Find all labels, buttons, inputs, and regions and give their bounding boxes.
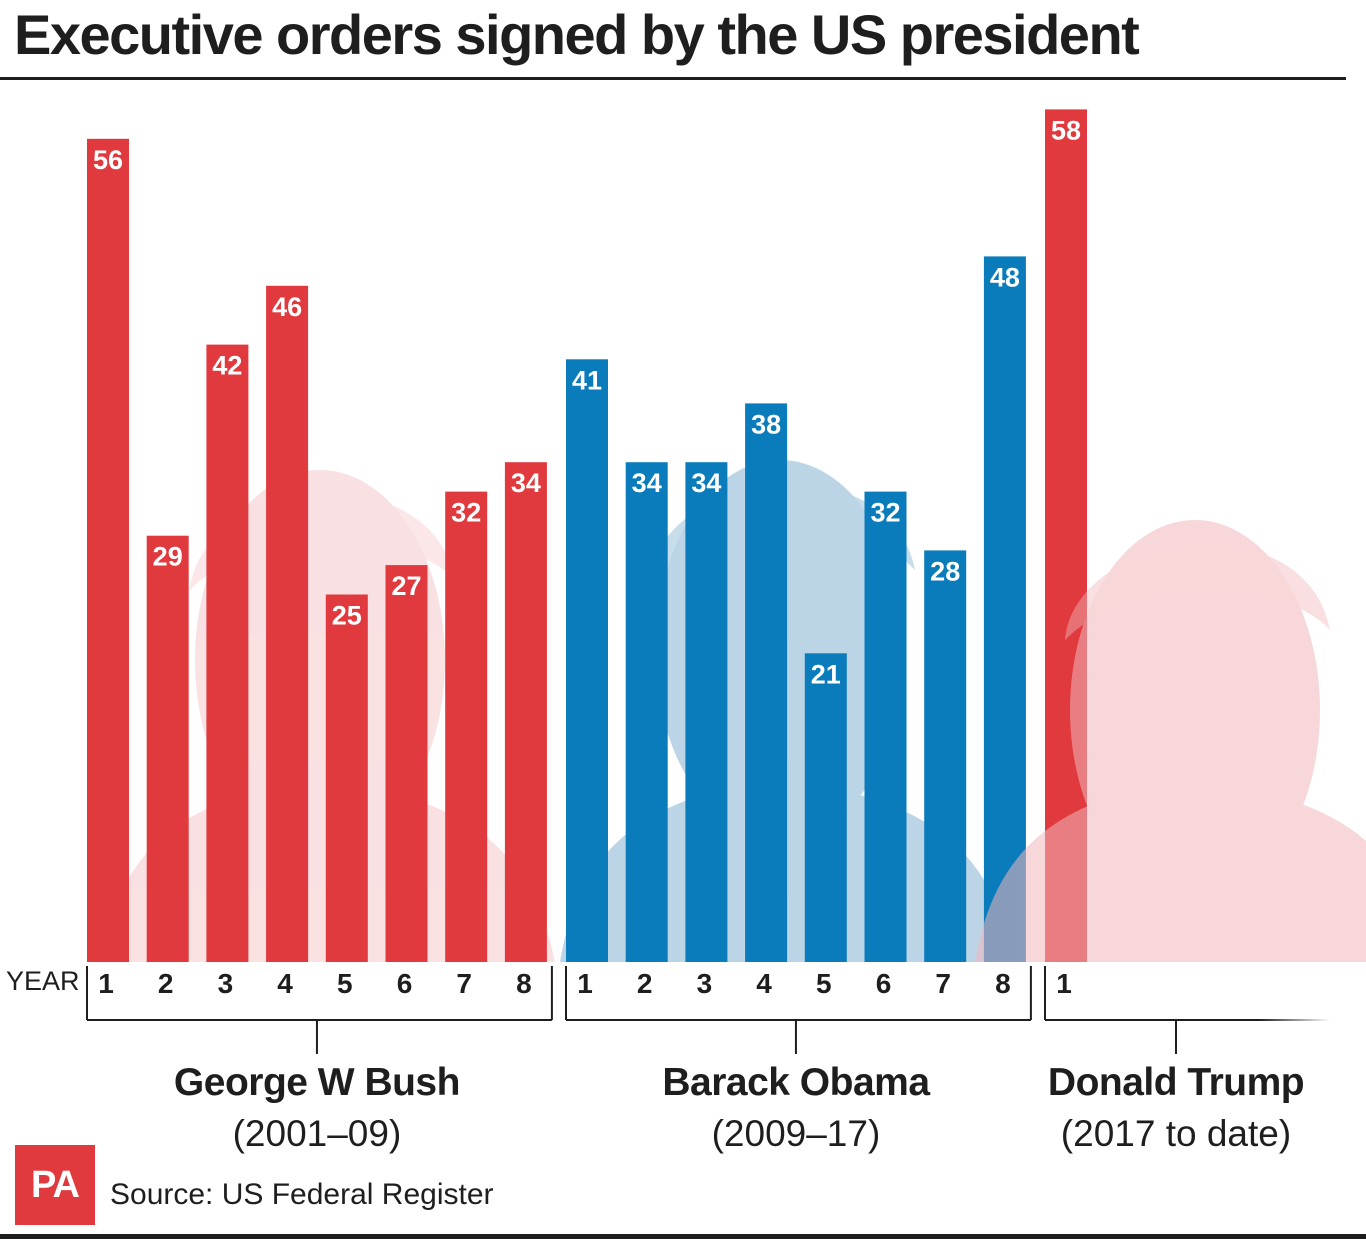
bracket <box>1044 966 1330 1054</box>
bracket-line <box>1045 1019 1330 1021</box>
bar <box>566 359 608 962</box>
chart-title: Executive orders signed by the US presid… <box>14 3 1140 66</box>
bar <box>983 256 1026 962</box>
year-tick-label: 6 <box>397 968 413 999</box>
bracket <box>565 966 1032 1054</box>
bar-value-label: 27 <box>391 571 421 601</box>
bar <box>146 535 189 962</box>
year-tick-label: 5 <box>337 968 353 999</box>
bar-value-label: 32 <box>451 498 481 528</box>
bar-value-label: 42 <box>212 351 242 381</box>
bar <box>206 344 249 963</box>
bar-value-label: 34 <box>691 468 721 498</box>
bush-portrait-hair <box>190 494 455 590</box>
year-tick-label: 7 <box>935 968 951 999</box>
trump-portrait-hair <box>1065 544 1330 640</box>
year-tick-label: 6 <box>876 968 892 999</box>
bar <box>864 491 907 962</box>
bar-value-label: 25 <box>332 601 362 631</box>
bar-value-label: 34 <box>632 468 662 498</box>
president-name: George W Bush <box>174 1061 460 1104</box>
bar <box>685 462 728 962</box>
president-name: Barack Obama <box>662 1061 930 1104</box>
bar-value-label: 56 <box>93 145 123 175</box>
footer-rule <box>0 1234 1366 1239</box>
bar <box>325 594 368 962</box>
year-tick-label: 4 <box>277 968 293 999</box>
year-tick-label: 7 <box>456 968 472 999</box>
bar <box>445 491 488 962</box>
source-note: Source: US Federal Register <box>110 1178 494 1211</box>
year-tick-label: 8 <box>995 968 1011 999</box>
year-tick-label: 2 <box>158 968 174 999</box>
bar-value-label: 38 <box>751 409 781 439</box>
bar-value-label: 58 <box>1051 115 1081 145</box>
brackets-layer <box>86 966 1330 1054</box>
bush-portrait-head <box>195 470 445 850</box>
president-labels-layer: George W Bush (2001–09) Barack Obama (2009–… <box>174 1061 1305 1154</box>
bracket <box>86 966 553 1054</box>
bar <box>804 653 847 962</box>
bar-value-label: 32 <box>870 498 900 528</box>
bar <box>924 550 967 962</box>
bar-value-label: 28 <box>930 556 960 586</box>
pa-logo: PA <box>15 1145 95 1225</box>
bar-value-label: 48 <box>990 262 1020 292</box>
bar <box>266 285 309 962</box>
year-tick-label: 3 <box>697 968 713 999</box>
bar <box>504 462 547 962</box>
president-term: (2001–09) <box>233 1113 402 1154</box>
trump-portrait-head <box>1070 520 1320 900</box>
year-tick-label: 4 <box>756 968 772 999</box>
president-name: Donald Trump <box>1048 1061 1304 1104</box>
bars-layer <box>87 109 1087 963</box>
bar <box>385 565 428 962</box>
president-term: (2009–17) <box>712 1113 881 1154</box>
bar <box>87 138 129 963</box>
bar-value-label: 34 <box>511 468 541 498</box>
year-tick-label: 1 <box>577 968 593 999</box>
bar <box>625 462 668 962</box>
year-tick-label: 2 <box>637 968 653 999</box>
year-tick-label: 1 <box>1056 968 1072 999</box>
bar-value-label: 29 <box>153 542 183 572</box>
x-axis-label: YEAR <box>6 966 80 996</box>
year-tick-label: 1 <box>98 968 114 999</box>
bar-value-label: 21 <box>811 659 841 689</box>
bar-value-label: 41 <box>572 365 602 395</box>
year-tick-label: 8 <box>516 968 532 999</box>
title-rule <box>0 77 1346 80</box>
president-term: (2017 to date) <box>1061 1113 1291 1154</box>
year-tick-label: 5 <box>816 968 832 999</box>
year-tick-label: 3 <box>218 968 234 999</box>
value-labels-layer: 56 29 42 46 25 27 32 34 41 34 34 38 21 32 28 48 58 <box>93 115 1081 689</box>
year-ticks-layer: 1 2 3 4 5 6 7 8 1 2 3 4 5 6 7 8 1 <box>98 968 1072 999</box>
bar-value-label: 46 <box>272 292 302 322</box>
trump-portrait-icon <box>975 520 1366 962</box>
bar <box>745 403 788 962</box>
portraits-front-layer <box>975 520 1366 962</box>
